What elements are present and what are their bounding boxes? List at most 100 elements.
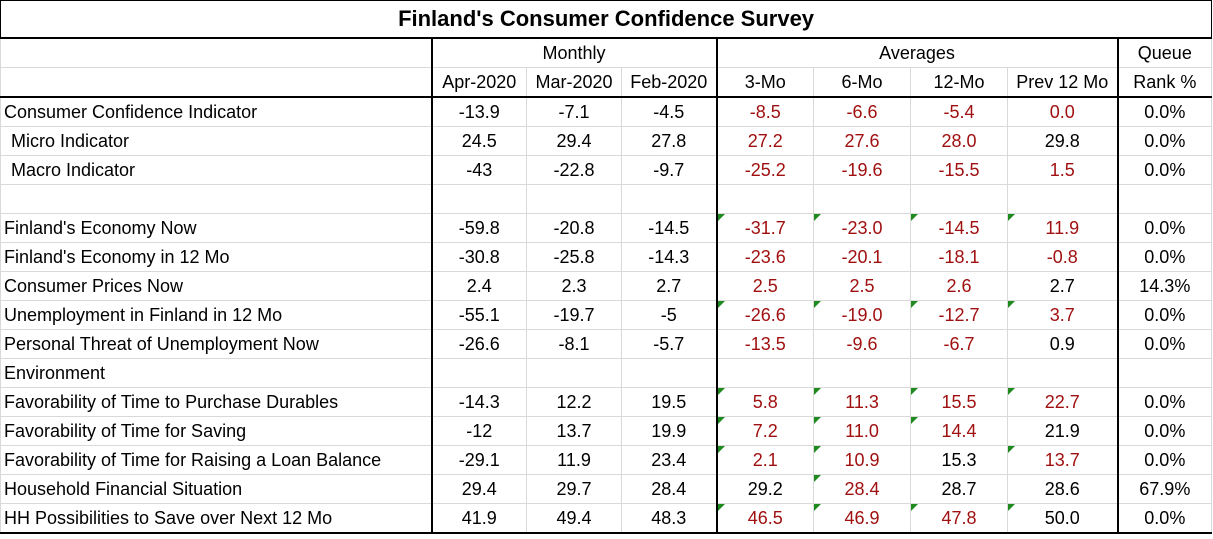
row-label[interactable]: Micro Indicator (0, 126, 432, 156)
data-cell[interactable]: 2.3 (526, 271, 622, 301)
data-cell[interactable]: -9.6 (813, 329, 911, 359)
data-cell[interactable]: 2.7 (1007, 271, 1118, 301)
data-cell[interactable] (813, 358, 911, 388)
data-cell[interactable] (910, 358, 1008, 388)
data-cell[interactable]: 0.9 (1007, 329, 1118, 359)
data-cell[interactable] (910, 184, 1008, 214)
data-cell[interactable]: 5.8 (715, 387, 814, 417)
data-cell[interactable]: 2.6 (910, 271, 1008, 301)
data-cell[interactable]: -14.5 (910, 213, 1008, 243)
data-cell[interactable]: 3.7 (1007, 300, 1118, 330)
data-cell[interactable]: 0.0% (1116, 503, 1213, 534)
data-cell[interactable]: 0.0% (1116, 445, 1213, 475)
col-header[interactable]: Mar-2020 (526, 67, 622, 98)
table-title[interactable]: Finland's Consumer Confidence Survey (0, 0, 1213, 39)
group-queue[interactable]: Queue (1116, 37, 1213, 68)
data-cell[interactable] (1116, 358, 1213, 388)
data-cell[interactable]: 2.7 (621, 271, 717, 301)
data-cell[interactable] (715, 184, 814, 214)
data-cell[interactable]: 19.5 (621, 387, 717, 417)
group-averages[interactable]: Averages (715, 37, 1118, 68)
data-cell[interactable]: 14.4 (910, 416, 1008, 446)
data-cell[interactable]: -8.5 (715, 96, 814, 127)
row-label[interactable] (0, 184, 432, 214)
row-label[interactable]: Personal Threat of Unemployment Now (0, 329, 432, 359)
data-cell[interactable]: 2.5 (715, 271, 814, 301)
data-cell[interactable]: 46.9 (813, 503, 911, 534)
data-cell[interactable]: 19.9 (621, 416, 717, 446)
data-cell[interactable] (715, 358, 814, 388)
data-cell[interactable]: -23.0 (813, 213, 911, 243)
data-cell[interactable]: 27.8 (621, 126, 717, 156)
group-monthly[interactable]: Monthly (430, 37, 717, 68)
data-cell[interactable]: -5.7 (621, 329, 717, 359)
data-cell[interactable]: 11.3 (813, 387, 911, 417)
data-cell[interactable]: -23.6 (715, 242, 814, 272)
data-cell[interactable]: -22.8 (526, 155, 622, 185)
data-cell[interactable]: 0.0% (1116, 213, 1213, 243)
data-cell[interactable] (621, 184, 717, 214)
data-cell[interactable]: -5 (621, 300, 717, 330)
data-cell[interactable]: 2.5 (813, 271, 911, 301)
data-cell[interactable] (1007, 358, 1118, 388)
data-cell[interactable]: 29.4 (526, 126, 622, 156)
data-cell[interactable]: 27.2 (715, 126, 814, 156)
data-cell[interactable]: -29.1 (430, 445, 527, 475)
empty-header-cell[interactable] (0, 37, 432, 68)
col-header[interactable]: Rank % (1116, 67, 1213, 98)
data-cell[interactable]: -20.8 (526, 213, 622, 243)
data-cell[interactable] (1116, 184, 1213, 214)
row-label[interactable]: Macro Indicator (0, 155, 432, 185)
data-cell[interactable]: 15.5 (910, 387, 1008, 417)
row-label[interactable]: Finland's Economy in 12 Mo (0, 242, 432, 272)
row-label[interactable]: Favorability of Time for Raising a Loan … (0, 445, 432, 475)
data-cell[interactable]: 29.8 (1007, 126, 1118, 156)
data-cell[interactable]: -14.3 (621, 242, 717, 272)
data-cell[interactable]: -12.7 (910, 300, 1008, 330)
data-cell[interactable]: -19.0 (813, 300, 911, 330)
data-cell[interactable]: 11.0 (813, 416, 911, 446)
data-cell[interactable] (621, 358, 717, 388)
data-cell[interactable]: -7.1 (526, 96, 622, 127)
data-cell[interactable]: 2.4 (430, 271, 527, 301)
data-cell[interactable]: -12 (430, 416, 527, 446)
data-cell[interactable]: 13.7 (526, 416, 622, 446)
row-label[interactable]: Household Financial Situation (0, 474, 432, 504)
col-header[interactable]: Apr-2020 (430, 67, 527, 98)
data-cell[interactable]: 13.7 (1007, 445, 1118, 475)
data-cell[interactable]: -13.5 (715, 329, 814, 359)
data-cell[interactable]: 22.7 (1007, 387, 1118, 417)
data-cell[interactable]: 28.4 (813, 474, 911, 504)
data-cell[interactable]: 0.0% (1116, 242, 1213, 272)
data-cell[interactable]: 15.3 (910, 445, 1008, 475)
data-cell[interactable]: 11.9 (1007, 213, 1118, 243)
data-cell[interactable] (1007, 184, 1118, 214)
row-label[interactable]: Consumer Prices Now (0, 271, 432, 301)
data-cell[interactable]: -26.6 (715, 300, 814, 330)
data-cell[interactable]: 0.0% (1116, 300, 1213, 330)
data-cell[interactable]: -19.7 (526, 300, 622, 330)
data-cell[interactable]: -14.5 (621, 213, 717, 243)
data-cell[interactable]: -43 (430, 155, 527, 185)
row-label[interactable]: Unemployment in Finland in 12 Mo (0, 300, 432, 330)
data-cell[interactable]: 28.7 (910, 474, 1008, 504)
data-cell[interactable] (813, 184, 911, 214)
data-cell[interactable]: -25.8 (526, 242, 622, 272)
row-label[interactable]: Favorability of Time for Saving (0, 416, 432, 446)
data-cell[interactable] (430, 184, 527, 214)
data-cell[interactable] (526, 358, 622, 388)
data-cell[interactable]: -4.5 (621, 96, 717, 127)
data-cell[interactable]: 21.9 (1007, 416, 1118, 446)
data-cell[interactable]: 28.4 (621, 474, 717, 504)
data-cell[interactable]: -15.5 (910, 155, 1008, 185)
data-cell[interactable]: 41.9 (430, 503, 527, 534)
data-cell[interactable]: 0.0% (1116, 387, 1213, 417)
data-cell[interactable]: -26.6 (430, 329, 527, 359)
data-cell[interactable]: 10.9 (813, 445, 911, 475)
data-cell[interactable] (430, 358, 527, 388)
col-header[interactable]: 6-Mo (813, 67, 911, 98)
data-cell[interactable]: 0.0% (1116, 155, 1213, 185)
col-header[interactable]: Prev 12 Mo (1007, 67, 1118, 98)
row-label[interactable]: Consumer Confidence Indicator (0, 96, 432, 127)
data-cell[interactable]: -59.8 (430, 213, 527, 243)
